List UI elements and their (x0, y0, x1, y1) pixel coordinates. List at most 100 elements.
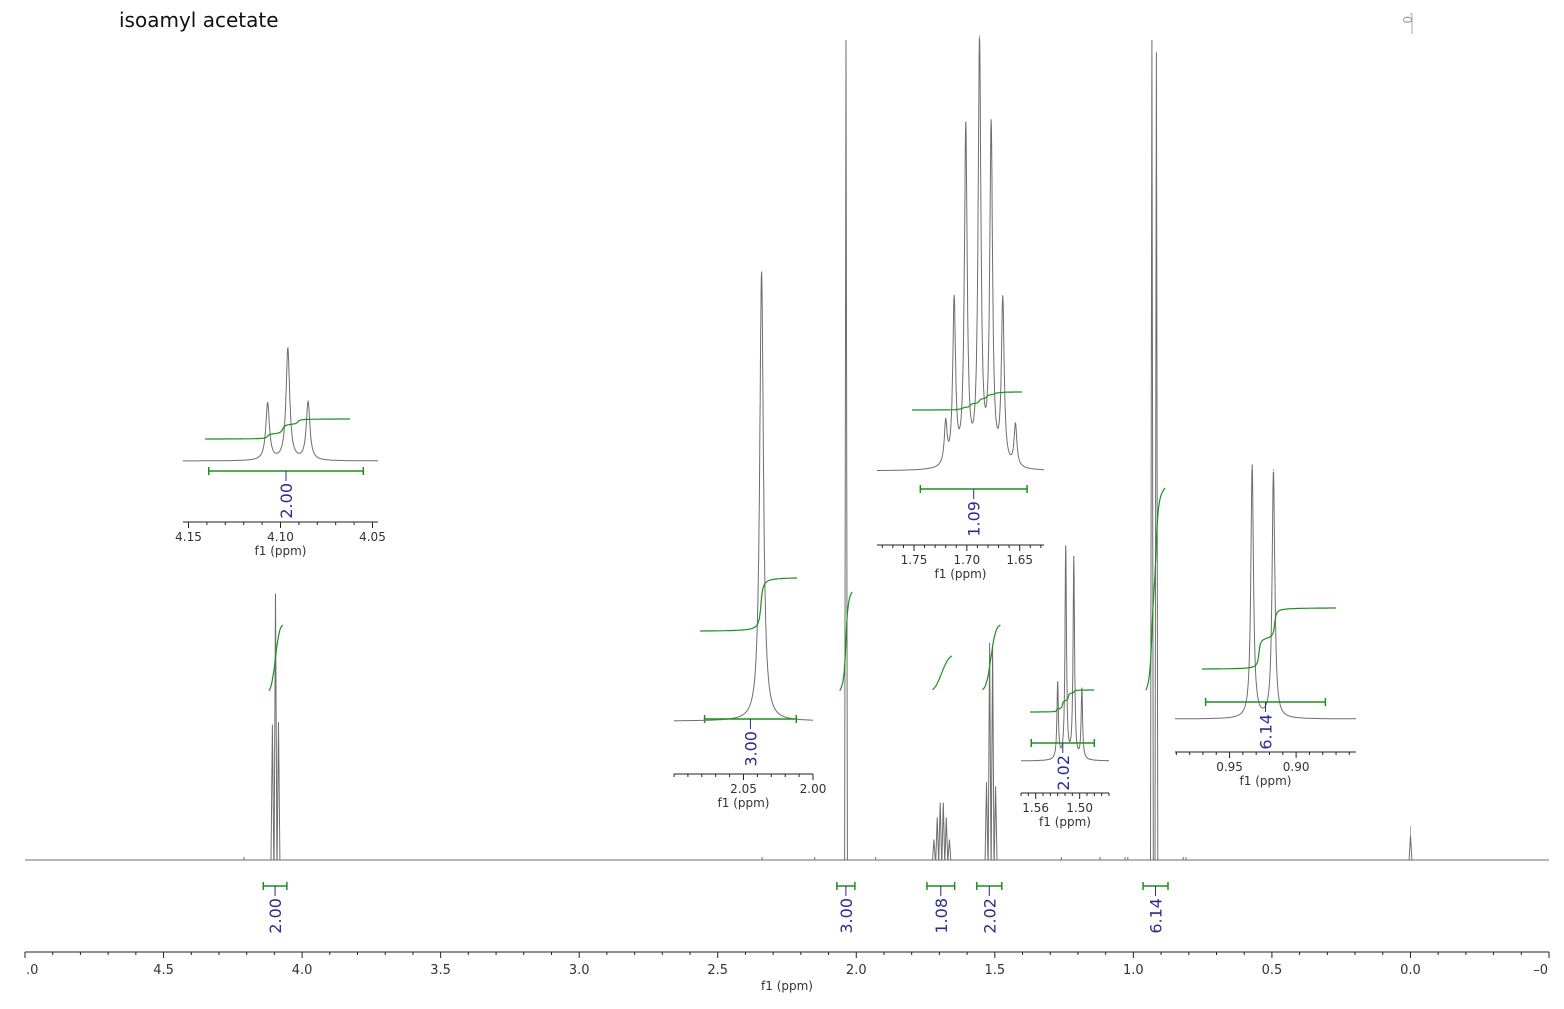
inset-integral-curve (1202, 607, 1336, 670)
x-tick-label: –0 (1533, 963, 1548, 978)
inset-tick-label: 2.00 (800, 782, 827, 796)
x-tick-label: 1.0 (1123, 963, 1144, 978)
inset-peak (945, 417, 947, 420)
inset-tick-label: 1.56 (1022, 801, 1049, 815)
inset-peak (1073, 555, 1075, 558)
spectrum-peak (935, 817, 940, 861)
integral-curve (839, 591, 853, 692)
inset-spectrum-trace (183, 346, 378, 462)
inset-peak (1251, 464, 1253, 466)
x-tick-label: 3.5 (430, 963, 451, 978)
inset-tick-label: 0.90 (1283, 760, 1310, 774)
inset-axis-label: f1 (ppm) (718, 796, 770, 810)
inset-spectrum-trace (1175, 465, 1356, 720)
inset-peak (760, 271, 763, 273)
spectrum-peak (844, 39, 848, 861)
inset-spectrum: 2.00 4.15 4.10 4.05 f1 (ppm) (175, 346, 386, 558)
integral-value: 1.08 (932, 898, 951, 934)
integral-region: 6.14 (1142, 882, 1169, 934)
inset-spectrum-trace (1021, 545, 1109, 762)
inset-peak (1272, 469, 1275, 471)
inset-tick-label: 2.05 (730, 782, 757, 796)
inset-peak (965, 121, 967, 123)
inset-integral-value: 3.00 (741, 731, 760, 767)
spectrum-peak (941, 802, 946, 861)
integral-region: 3.00 (836, 882, 856, 934)
inset-peak (267, 401, 269, 404)
inset-tick-label: 4.15 (175, 530, 202, 544)
x-axis-label: f1 (ppm) (761, 979, 813, 993)
integral-value: 3.00 (837, 898, 856, 934)
spectrum-peak (932, 839, 936, 861)
spectrum-peak (273, 593, 278, 861)
spectrum-peak (984, 782, 989, 861)
x-tick-label: 2.5 (707, 963, 728, 978)
inset-peak (1014, 422, 1017, 424)
inset-peak (1081, 687, 1083, 689)
spectrum-peak (947, 839, 952, 861)
x-tick-label: 0.5 (1262, 963, 1283, 978)
inset-integral-curve (205, 418, 350, 440)
inset-spectrum: 3.00 2.05 2.00 f1 (ppm) (673, 271, 827, 810)
inset-spectrum-trace (674, 271, 813, 722)
spectrum-peak (1150, 39, 1154, 861)
main-spectrum: 0. 2.00 3.00 1.08 2.02 6.14 .0 4.5 4.0 3.5 3.0 2.5 2… (24, 12, 1550, 993)
inset-axis-label: f1 (ppm) (1039, 815, 1091, 829)
x-tick-label: 0.0 (1400, 963, 1421, 978)
chart-title: isoamyl acetate (119, 8, 279, 32)
integral-value: 2.02 (980, 898, 999, 934)
inset-spectrum: 1.09 1.75 1.70 1.65 f1 (ppm) (877, 35, 1044, 581)
inset-tick-label: 4.10 (267, 530, 294, 544)
inset-tick-label: 0.95 (1216, 760, 1243, 774)
inset-tick-label: 1.75 (901, 553, 928, 567)
inset-peak (1002, 295, 1004, 297)
inset-spectrum-trace (877, 37, 1044, 471)
inset-integral-value: 2.02 (1054, 755, 1073, 791)
spectrum-peak (993, 786, 998, 861)
spectrum-peak (1408, 835, 1413, 861)
spectrum-peak (1154, 52, 1159, 861)
integral-curve (1145, 487, 1166, 691)
inset-tick-label: 1.50 (1066, 801, 1093, 815)
inset-peak (953, 294, 955, 296)
inset-peak (1065, 545, 1067, 547)
integral-curve (981, 624, 1001, 691)
integral-region: 1.08 (926, 882, 956, 934)
inset-integral-curve (1030, 689, 1094, 713)
inset-peak (1057, 681, 1059, 683)
integral-curve (932, 655, 953, 691)
inset-integral-curve (700, 577, 797, 632)
inset-axis-label: f1 (ppm) (935, 567, 987, 581)
spectrum-peak (938, 802, 943, 861)
inset-integral-value: 2.00 (277, 483, 296, 519)
inset-peak (978, 35, 981, 37)
inset-tick-label: 4.05 (359, 530, 386, 544)
inset-axis-label: f1 (ppm) (255, 544, 307, 558)
x-tick-label: 1.5 (984, 963, 1005, 978)
reference-label: 0. (1401, 12, 1415, 23)
x-tick-label: 2.0 (846, 963, 867, 978)
inset-integral-value: 1.09 (965, 501, 984, 537)
inset-peak (990, 119, 992, 121)
spectrum-peak (270, 724, 275, 861)
inset-axis-label: f1 (ppm) (1240, 774, 1292, 788)
integral-region: 2.00 (262, 882, 288, 934)
x-tick-label: 4.5 (153, 963, 174, 978)
inset-tick-label: 1.70 (953, 553, 980, 567)
spectrum-peak (944, 817, 949, 861)
spectrum-peak (276, 722, 281, 861)
integral-curve (268, 624, 284, 692)
inset-peak (287, 347, 289, 349)
x-tick-label: .0 (26, 963, 38, 978)
integral-value: 6.14 (1147, 898, 1166, 934)
spectrum-peak (987, 642, 992, 861)
inset-peak (307, 400, 309, 403)
x-tick-label: 3.0 (569, 963, 590, 978)
integral-value: 2.00 (266, 898, 285, 934)
integral-region: 2.02 (976, 882, 1003, 934)
inset-integral-value: 6.14 (1257, 714, 1276, 750)
